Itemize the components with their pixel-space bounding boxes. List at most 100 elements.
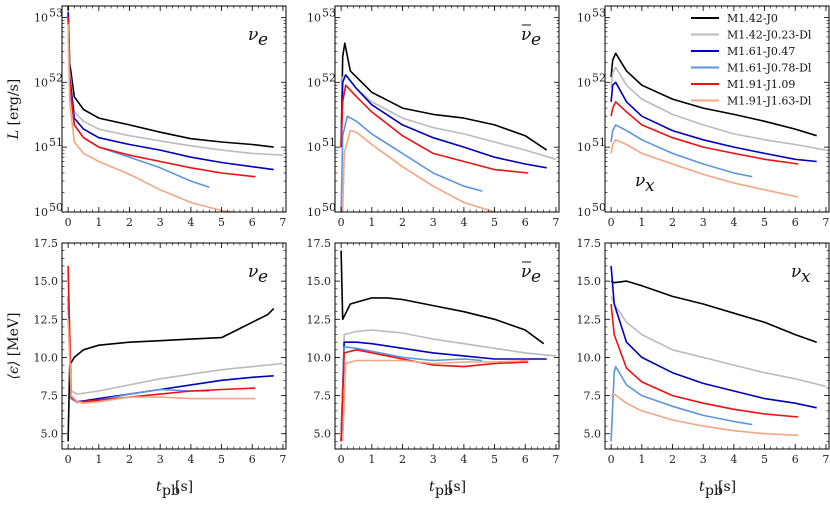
y-tick-exponent: 53 <box>322 6 336 19</box>
legend-entry: M1.61-J0.78-Dl <box>727 62 812 75</box>
y-tick-label: 10 <box>577 141 591 154</box>
y-tick-label: 10 <box>34 11 48 24</box>
series-line-M1.61-J0.47 <box>340 74 547 169</box>
series-line-M1.91-J1.63-Dl <box>341 359 529 442</box>
panel-1-1: 0 1 2 3 4 5 6 7 5.0 7.5 10.0 12.5 15.0 17.5 ν e t pb [s] <box>307 237 560 499</box>
x-tick-label: 3 <box>700 216 707 229</box>
panel-frame <box>604 242 830 450</box>
x-tick-label: 6 <box>792 216 799 229</box>
series-line-M1.91-J1.63-Dl <box>610 139 799 198</box>
series-line-M1.91-J1.63-Dl <box>341 129 499 212</box>
y-tick-exponent: 52 <box>49 71 63 84</box>
x-axis-label: t <box>699 479 705 495</box>
y-tick-exponent: 51 <box>322 136 336 149</box>
series-line-M1.61-J0.47 <box>340 341 547 442</box>
series-line-M1.91-J1.09 <box>67 17 256 178</box>
y-tick-label: 10 <box>307 76 321 89</box>
y-tick-label: 10 <box>577 206 591 219</box>
y-tick-label: 7.5 <box>584 390 602 403</box>
series-line-M1.61-J0.47 <box>610 265 817 409</box>
x-axis-label-unit: [s] <box>448 479 466 495</box>
legend: M1.42-J0 M1.42-J0.23-Dl M1.61-J0.47 M1.61-J… <box>691 12 812 108</box>
series-line-M1.61-J0.47 <box>67 12 274 171</box>
x-tick-label: 3 <box>430 453 437 466</box>
x-tick-label: 7 <box>822 216 829 229</box>
x-tick-label: 1 <box>638 216 645 229</box>
species-label: ν <box>521 25 531 45</box>
x-tick-label: 4 <box>460 216 467 229</box>
series-line-M1.42-J0.23-Dl <box>610 296 827 388</box>
series-line-M1.42-J0 <box>340 250 545 345</box>
series-line-M1.61-J0.47 <box>610 81 817 163</box>
x-tick-label: 7 <box>552 216 559 229</box>
x-tick-label: 2 <box>126 453 133 466</box>
x-tick-label: 0 <box>338 216 345 229</box>
y-tick-exponent: 51 <box>592 136 606 149</box>
y-tick-label: 12.5 <box>307 313 332 326</box>
x-tick-label: 0 <box>608 216 615 229</box>
x-tick-label: 6 <box>522 216 529 229</box>
series-line-M1.42-J0 <box>610 52 817 137</box>
series-group <box>340 250 556 442</box>
series-line-M1.42-J0 <box>340 42 548 151</box>
species-subscript: x <box>801 267 811 287</box>
y-tick-exponent: 50 <box>49 201 63 214</box>
x-tick-label: 5 <box>491 216 498 229</box>
x-tick-label: 0 <box>338 453 345 466</box>
series-line-M1.91-J1.63-Dl <box>610 393 799 437</box>
x-tick-label: 4 <box>730 453 737 466</box>
y-axis-label-main: ⟨ϵ⟩ <box>6 361 22 380</box>
x-tick-label: 3 <box>430 216 437 229</box>
y-tick-exponent: 50 <box>322 201 336 214</box>
x-axis-label-unit: [s] <box>175 479 193 495</box>
panel-frame <box>334 242 560 450</box>
x-tick-label: 2 <box>669 216 676 229</box>
y-tick-label: 7.5 <box>41 390 59 403</box>
y-tick-label: 15.0 <box>307 275 332 288</box>
y-tick-exponent: 50 <box>592 201 606 214</box>
series-line-M1.61-J0.78-Dl <box>67 296 210 404</box>
y-tick-label: 10 <box>577 11 591 24</box>
panel-frame <box>61 5 287 213</box>
species-label: ν <box>635 171 645 191</box>
x-tick-label: 6 <box>249 216 256 229</box>
x-tick-label: 6 <box>249 453 256 466</box>
series-line-M1.91-J1.09 <box>340 84 529 174</box>
x-tick-label: 4 <box>460 453 467 466</box>
x-axis-label-sub: pb <box>435 483 453 499</box>
series-group <box>610 265 827 442</box>
x-tick-label: 1 <box>95 216 102 229</box>
x-tick-label: 3 <box>157 453 164 466</box>
legend-entry: M1.42-J0 <box>727 12 778 25</box>
y-tick-label: 10 <box>307 11 321 24</box>
y-tick-label: 10 <box>34 206 48 219</box>
species-subscript: e <box>531 30 541 50</box>
x-tick-label: 7 <box>822 453 829 466</box>
y-tick-label: 5.0 <box>314 428 332 441</box>
series-line-M1.42-J0 <box>67 6 274 148</box>
y-tick-exponent: 51 <box>49 136 63 149</box>
y-tick-label: 10 <box>34 76 48 89</box>
y-axis-label-unit: [MeV] <box>6 313 22 361</box>
series-line-M1.61-J0.78-Dl <box>340 115 483 212</box>
series-line-M1.61-J0.47 <box>67 296 274 403</box>
y-tick-exponent: 52 <box>592 71 606 84</box>
panel-1-2: 0 1 2 3 4 5 6 7 5.0 7.5 10.0 12.5 15.0 17.5 ν x t pb [s] <box>577 237 830 499</box>
species-subscript: e <box>531 267 541 287</box>
x-tick-label: 0 <box>65 216 72 229</box>
y-tick-label: 5.0 <box>41 428 59 441</box>
x-tick-label: 4 <box>187 453 194 466</box>
x-tick-label: 4 <box>187 216 194 229</box>
series-line-M1.42-J0 <box>610 280 817 343</box>
series-group <box>67 6 283 212</box>
y-tick-label: 12.5 <box>34 313 59 326</box>
series-group <box>340 42 557 212</box>
x-tick-label: 2 <box>669 453 676 466</box>
y-tick-label: 17.5 <box>577 237 602 250</box>
x-tick-label: 4 <box>730 216 737 229</box>
y-tick-label: 10.0 <box>34 351 59 364</box>
